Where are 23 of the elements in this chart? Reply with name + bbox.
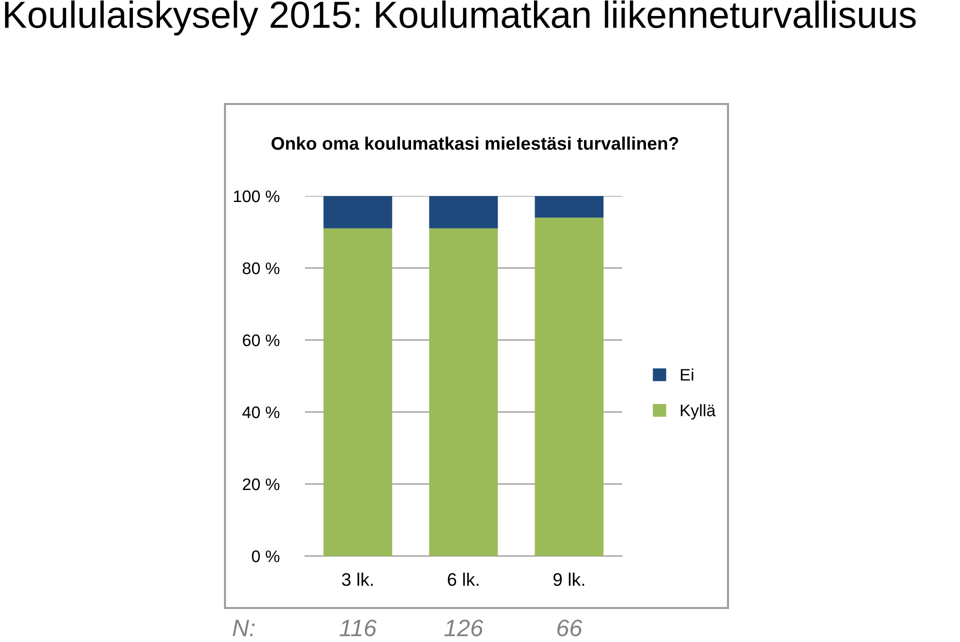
y-tick-label: 60 % [242,334,280,346]
text: N: [232,620,255,636]
chart-subtitle: Onko oma koulumatkasi mielestäsi turvallinen? [272,136,678,150]
legend-label: Kyllä [680,404,716,420]
text: 116 [340,620,377,636]
y-tick-label: 20 % [242,478,280,490]
bar [323,196,392,228]
chart-title: Koululaiskysely 2015: Koulumatkan liikenneturvallisuus [5,0,916,36]
x-tick-label: 9 lk. [553,572,584,586]
text: 126 [444,620,484,636]
y-tick-label: 100 % [234,190,280,202]
x-tick-label: 6 lk. [448,572,478,586]
bar [429,228,498,556]
legend-label: Ei [680,368,694,381]
bar [429,196,498,228]
bar [534,218,604,556]
y-tick-label: 40 % [242,406,280,418]
y-tick-label: 0 % [252,550,280,562]
bar [534,196,604,218]
y-tick-label: 80 % [242,262,280,274]
bar [323,228,392,556]
x-tick-label: 3 lk. [342,572,373,586]
text: 66 [557,620,582,636]
